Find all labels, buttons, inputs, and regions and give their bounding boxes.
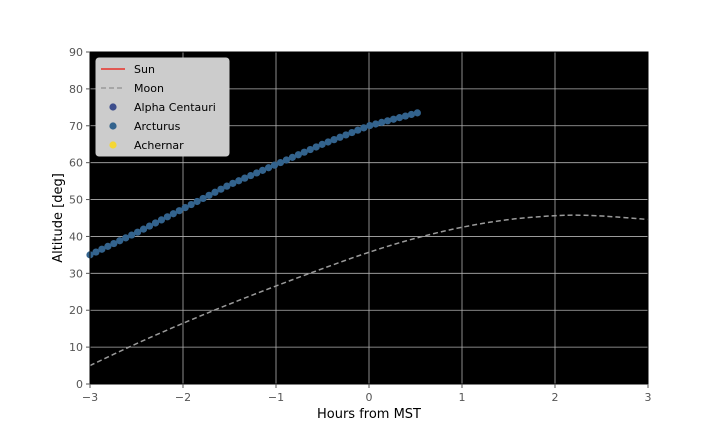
arcturus-point <box>264 164 273 172</box>
x-tick-label: −1 <box>268 391 284 404</box>
arcturus-point <box>282 156 291 164</box>
y-tick-label: 60 <box>69 157 83 170</box>
x-tick-label: 2 <box>552 391 559 404</box>
arcturus-point <box>128 231 136 239</box>
arcturus-point <box>217 185 225 193</box>
arcturus-point <box>342 131 350 139</box>
arcturus-point <box>336 133 344 141</box>
arcturus-point <box>163 213 171 221</box>
arcturus-point <box>306 145 314 154</box>
arcturus-point <box>193 197 201 206</box>
arcturus-point <box>354 126 362 134</box>
arcturus-point <box>276 158 285 167</box>
arcturus-point <box>324 138 332 146</box>
x-tick-label: 3 <box>645 391 652 404</box>
arcturus-point <box>389 115 398 123</box>
x-tick-label: 1 <box>459 391 466 404</box>
arcturus-point <box>300 148 308 156</box>
arcturus-point <box>330 136 338 144</box>
legend-label: Sun <box>134 63 155 76</box>
arcturus-point <box>199 194 207 203</box>
x-axis-label: Hours from MST <box>317 407 421 422</box>
arcturus-point <box>253 169 261 177</box>
arcturus-point <box>211 188 219 196</box>
arcturus-point <box>175 207 183 215</box>
y-tick-label: 10 <box>69 341 83 354</box>
arcturus-point <box>407 110 416 119</box>
legend: Sun Moon Alpha Centauri Arcturus Achernar <box>95 57 230 157</box>
arcturus-point <box>247 171 255 180</box>
arcturus-point <box>270 161 279 169</box>
arcturus-point <box>318 140 326 148</box>
legend-box <box>95 57 230 157</box>
arcturus-point <box>169 210 177 218</box>
arcturus-point <box>98 245 106 253</box>
arcturus-point <box>151 219 160 227</box>
arcturus-point <box>288 153 296 161</box>
legend-item: Arcturus <box>109 120 181 133</box>
arcturus-point <box>259 166 267 174</box>
legend-item: Alpha Centauri <box>109 101 216 114</box>
y-tick-label: 20 <box>69 304 83 317</box>
arcturus-point <box>122 234 130 242</box>
arcturus-point <box>104 242 112 250</box>
legend-marker-swatch <box>109 141 117 149</box>
y-tick-label: 70 <box>69 120 83 133</box>
y-axis-label: Altitude [deg] <box>51 173 66 263</box>
x-tick-label: 0 <box>366 391 373 404</box>
legend-item: Moon <box>101 82 164 95</box>
arcturus-point <box>378 118 386 127</box>
arcturus-point <box>110 239 118 248</box>
y-tick-label: 80 <box>69 83 83 96</box>
moon-line <box>89 214 649 367</box>
x-tick-label: −2 <box>175 391 191 404</box>
series-layer <box>86 109 649 367</box>
legend-marker-swatch <box>109 122 117 130</box>
arcturus-point <box>366 121 374 130</box>
arcturus-point <box>116 237 124 245</box>
arcturus-point <box>157 216 166 224</box>
legend-label: Moon <box>134 82 164 95</box>
y-tick-label: 0 <box>76 378 83 391</box>
y-tick-label: 50 <box>69 194 83 207</box>
y-tick-label: 40 <box>69 230 83 243</box>
arcturus-point <box>401 112 410 120</box>
legend-label: Achernar <box>134 139 184 152</box>
arcturus-point <box>360 124 368 132</box>
arcturus-point <box>205 191 213 199</box>
arcturus-point <box>223 182 231 190</box>
y-tick-label: 90 <box>69 46 83 59</box>
legend-item: Achernar <box>109 139 184 152</box>
x-tick-label: −3 <box>82 391 98 404</box>
arcturus-point <box>312 143 320 151</box>
arcturus-point <box>413 109 421 117</box>
arcturus-point <box>294 151 302 159</box>
arcturus-point <box>395 114 404 122</box>
arcturus-point <box>181 204 189 212</box>
legend-label: Arcturus <box>134 120 181 133</box>
y-tick-label: 30 <box>69 267 83 280</box>
arcturus-point <box>372 120 380 128</box>
arcturus-point <box>235 177 243 185</box>
arcturus-point <box>384 117 392 125</box>
arcturus-point <box>229 179 237 187</box>
legend-marker-swatch <box>109 103 117 111</box>
legend-label: Alpha Centauri <box>134 101 216 114</box>
arcturus-point <box>145 222 154 230</box>
legend-item: Sun <box>101 63 155 76</box>
arcturus-point <box>241 174 249 182</box>
arcturus-point <box>348 128 356 137</box>
arcturus-point <box>92 248 100 256</box>
arcturus-point <box>187 200 195 209</box>
arcturus-point <box>139 225 148 233</box>
grid <box>90 52 648 384</box>
arcturus-point <box>134 228 142 236</box>
